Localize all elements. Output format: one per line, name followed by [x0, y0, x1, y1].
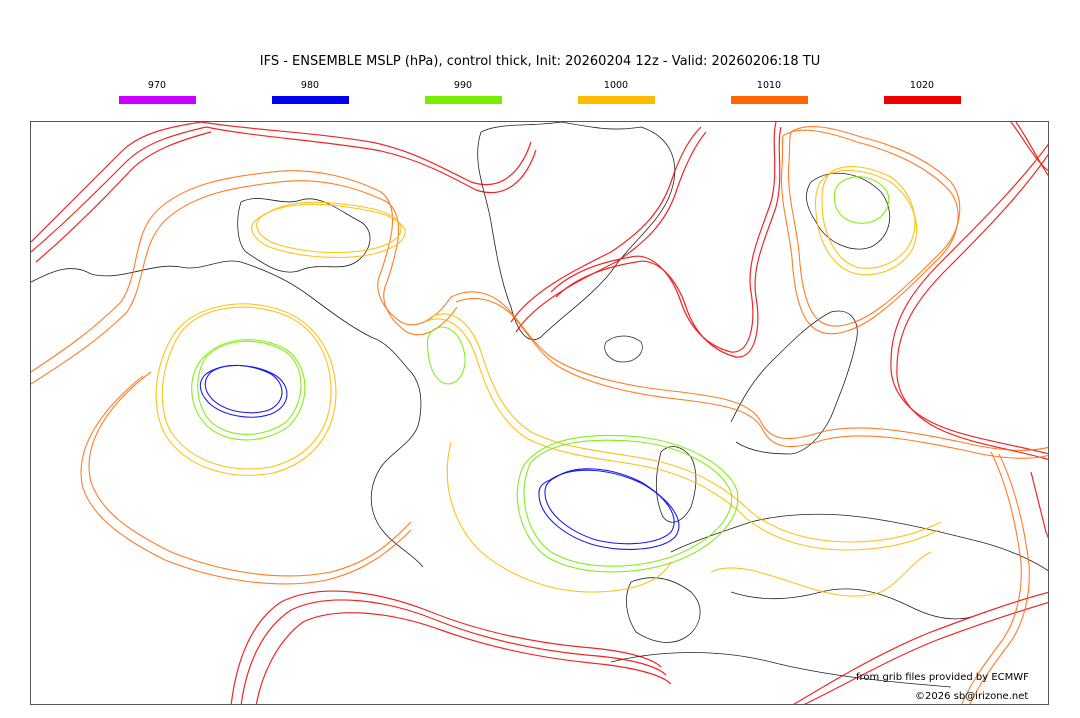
isobars-1020	[31, 122, 1048, 704]
coastline-iceland	[604, 335, 643, 363]
map-panel	[30, 121, 1049, 705]
legend-label: 990	[453, 80, 473, 91]
legend-label: 980	[300, 80, 320, 91]
coastline-greenland	[477, 122, 675, 340]
coastlines	[31, 122, 1048, 688]
isobar-bundle	[80, 375, 412, 585]
isobar-bundle	[1010, 122, 1048, 172]
chart-title: IFS - ENSEMBLE MSLP (hPa), control thick…	[259, 54, 821, 69]
legend-item-990: 990	[424, 80, 502, 104]
legend-item-1000: 1000	[577, 80, 655, 104]
legend-swatch	[424, 96, 502, 104]
isobar-bundle	[31, 126, 207, 253]
legend-swatch	[883, 96, 961, 104]
isobar-bundle	[255, 612, 672, 704]
isobar-bundle	[787, 126, 961, 327]
isobar-bundle	[523, 439, 733, 567]
legend-swatch	[577, 96, 655, 104]
isobar-bundle	[961, 451, 1022, 704]
legend-swatch	[271, 96, 349, 104]
isobar-bundle	[426, 326, 466, 385]
isobar-bundle	[191, 339, 306, 441]
credit-copyright: ©2026 sb@irizone.net	[915, 691, 1029, 702]
isobar-bundle	[1030, 471, 1048, 539]
isobar-bundle	[803, 601, 1048, 704]
coastline-british-isles	[655, 446, 697, 523]
isobar-bundle	[538, 469, 680, 550]
legend-swatch	[730, 96, 808, 104]
isobar-bundle	[161, 306, 332, 470]
isobars-1010	[31, 126, 1048, 704]
isobar-bundle	[35, 131, 212, 263]
legend-label: 1010	[756, 80, 782, 91]
isobar-bundle	[896, 153, 1048, 461]
isobar-bundle	[230, 590, 662, 704]
isobar-bundle	[88, 371, 412, 577]
isobar-bundle	[793, 591, 1048, 704]
isobar-bundle	[544, 468, 675, 545]
isobar-bundle	[510, 126, 702, 323]
coastline-iberia-africa	[610, 577, 952, 688]
coastline-hudson	[237, 198, 371, 273]
legend-label: 1000	[603, 80, 629, 91]
isobar-bundle	[446, 441, 672, 593]
isobar-bundle	[31, 180, 458, 385]
isobar-bundle	[251, 203, 406, 258]
isobar-bundle	[31, 122, 202, 243]
isobar-bundle	[424, 318, 940, 551]
isobar-bundle	[555, 126, 782, 358]
isobar-bundle	[710, 551, 932, 597]
coastline-europe	[670, 513, 1048, 572]
isobar-bundle	[890, 143, 1048, 455]
isobar-bundle	[1015, 122, 1048, 177]
credit-source: from grib files provided by ECMWF	[856, 672, 1029, 683]
isobar-bundle	[430, 313, 942, 543]
isobar-map	[31, 122, 1048, 704]
isobar-bundle	[197, 340, 302, 435]
coastline-north-america	[31, 260, 424, 568]
legend-item-1010: 1010	[730, 80, 808, 104]
isobar-bundle	[199, 364, 288, 418]
isobar-bundle	[240, 599, 667, 704]
isobar-bundle	[455, 297, 1048, 459]
isobar-bundle	[256, 201, 402, 254]
isobar-bundle	[516, 434, 739, 573]
isobar-bundle	[969, 453, 1030, 704]
isobar-bundle	[821, 166, 916, 269]
isobar-bundle	[450, 291, 1048, 451]
legend-label: 1020	[909, 80, 935, 91]
isobar-bundle	[780, 129, 959, 335]
isobars-980	[199, 364, 680, 550]
legend-label: 970	[147, 80, 167, 91]
coastline-scandinavia	[730, 310, 858, 455]
isobar-bundle	[550, 122, 777, 353]
legend-item-970: 970	[118, 80, 196, 104]
isobars-1000	[155, 166, 942, 597]
isobar-bundle	[833, 176, 890, 224]
coastline-mediterranean	[730, 588, 972, 620]
isobar-bundle	[155, 303, 337, 476]
isobars-990	[191, 176, 890, 573]
legend-item-980: 980	[271, 80, 349, 104]
isobar-bundle	[205, 126, 537, 194]
legend-item-1020: 1020	[883, 80, 961, 104]
legend-swatch	[118, 96, 196, 104]
isobar-bundle	[200, 122, 532, 186]
isobar-bundle	[815, 169, 918, 276]
isobar-bundle	[31, 170, 452, 373]
isobar-bundle	[515, 131, 707, 333]
